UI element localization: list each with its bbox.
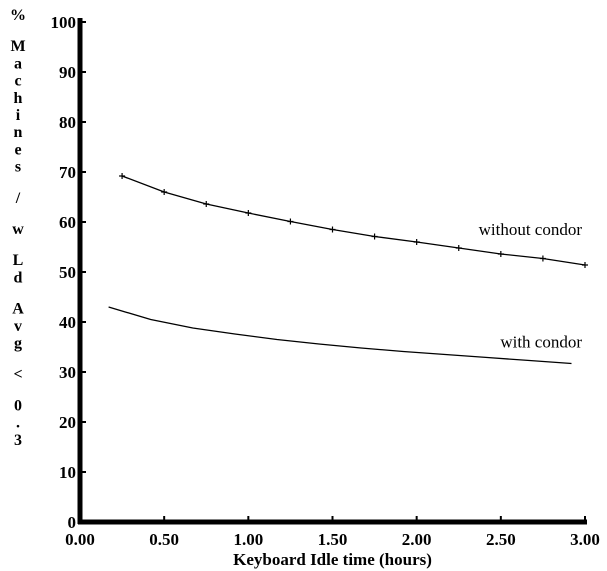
y-tick-label: 100: [51, 13, 77, 32]
x-tick-label: 1.50: [318, 530, 348, 549]
data-point: [413, 239, 420, 245]
data-point: [329, 226, 336, 233]
series-group: without condor with condor: [108, 173, 588, 365]
series-line: [108, 306, 572, 365]
x-tick-label: 2.50: [486, 530, 516, 549]
y-tick-label: 70: [59, 163, 76, 182]
series-1: without condor: [119, 173, 588, 268]
series-line: [121, 175, 586, 266]
x-tick-label: 0.50: [149, 530, 179, 549]
data-point: [497, 251, 504, 257]
x-tick-label: 2.00: [402, 530, 432, 549]
data-point: [455, 245, 462, 251]
y-tick-label: 40: [59, 313, 76, 332]
data-point: [582, 262, 588, 268]
y-tick-label: 0: [68, 513, 77, 532]
y-tick-label: 80: [59, 113, 76, 132]
y-tick-label: 60: [59, 213, 76, 232]
data-point: [371, 233, 378, 240]
y-tick-label: 20: [59, 413, 76, 432]
data-point: [539, 255, 546, 262]
data-point: [203, 201, 210, 207]
y-tick-label: 10: [59, 463, 76, 482]
series-label: without condor: [479, 220, 583, 239]
data-point: [119, 173, 126, 179]
x-tick-label: 0.00: [65, 530, 95, 549]
y-tick-label: 90: [59, 63, 76, 82]
series-label: with condor: [500, 333, 582, 352]
x-tick-label: 3.00: [570, 530, 600, 549]
data-point: [161, 189, 168, 195]
y-tick-label: 30: [59, 363, 76, 382]
data-point: [245, 210, 252, 216]
x-axis-title: Keyboard Idle time (hours): [233, 550, 432, 569]
series-2: with condor: [108, 306, 582, 365]
data-point: [287, 218, 294, 225]
y-tick-label: 50: [59, 263, 76, 282]
x-tick-label: 1.00: [233, 530, 263, 549]
